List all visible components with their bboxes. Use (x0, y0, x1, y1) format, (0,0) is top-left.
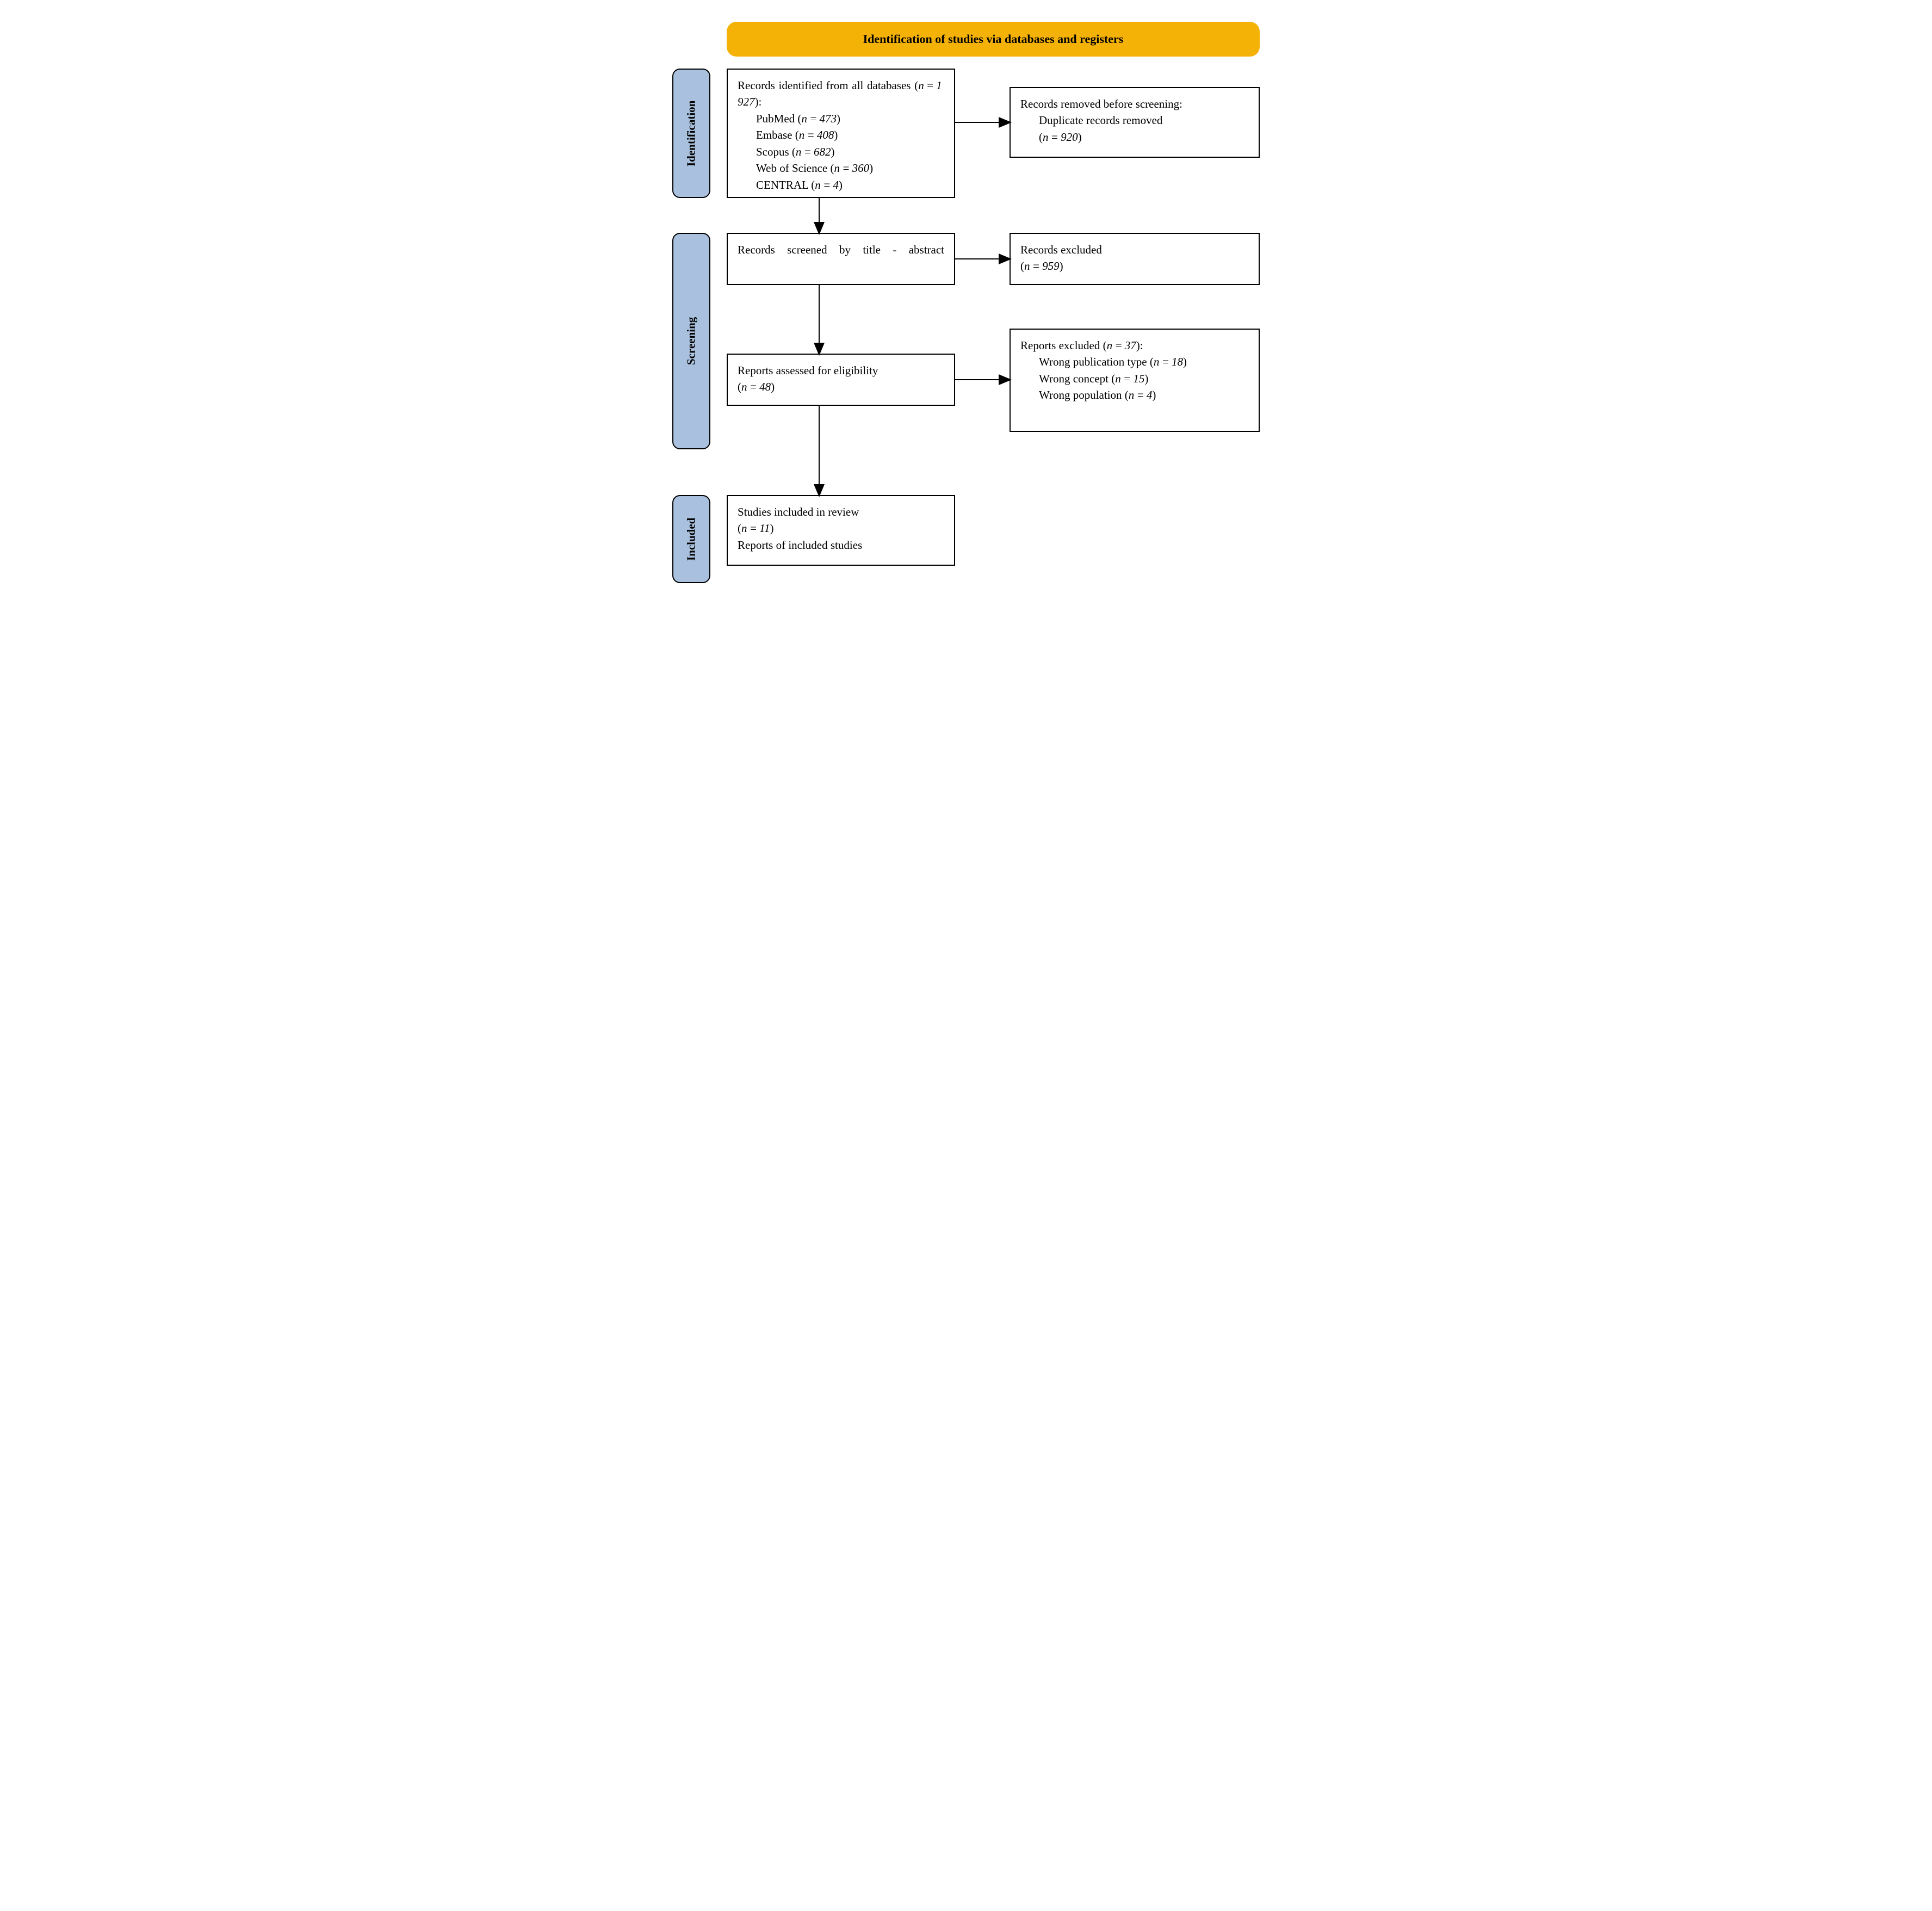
identified-title: Records identified from all databases (n… (738, 77, 944, 110)
box-records-screened: Records screened by title - abstract (727, 233, 955, 285)
prisma-flowchart: Identification of studies via databases … (667, 22, 1265, 609)
box-studies-included: Studies included in review (n = 11) Repo… (727, 495, 955, 566)
included-line1: Studies included in review (738, 504, 944, 520)
eligibility-n: (n = 48) (738, 379, 944, 395)
header-band: Identification of studies via databases … (727, 22, 1260, 57)
box-records-excluded: Records excluded (n = 959) (1010, 233, 1260, 285)
identified-source: PubMed (n = 473) (756, 110, 944, 127)
removed-line2: Duplicate records removed (1020, 112, 1249, 128)
box-reports-excluded: Reports excluded (n = 37): Wrong publica… (1010, 329, 1260, 432)
box-records-removed: Records removed before screening: Duplic… (1010, 87, 1260, 158)
stage-label-text: Included (685, 517, 698, 560)
excluded-reasons-list: Wrong publication type (n = 18)Wrong con… (1020, 354, 1249, 403)
identified-source: Embase (n = 408) (756, 127, 944, 143)
stage-identification: Identification (672, 69, 710, 198)
excluded-line1: Records excluded (1020, 242, 1249, 258)
identified-source: CENTRAL (n = 4) (756, 177, 944, 193)
stage-label-text: Screening (685, 317, 698, 365)
removed-n: (n = 920) (1020, 129, 1249, 145)
included-n: (n = 11) (738, 520, 944, 536)
header-text: Identification of studies via databases … (863, 32, 1124, 46)
excluded-reason: Wrong concept (n = 15) (1039, 370, 1249, 387)
stage-label-text: Identification (685, 100, 698, 166)
stage-included: Included (672, 495, 710, 583)
identified-sources-list: PubMed (n = 473)Embase (n = 408)Scopus (… (738, 110, 944, 193)
identified-source: Scopus (n = 682) (756, 144, 944, 160)
excluded-n: (n = 959) (1020, 258, 1249, 274)
excluded-reason: Wrong publication type (n = 18) (1039, 354, 1249, 370)
box-records-identified: Records identified from all databases (n… (727, 69, 955, 198)
included-line3: Reports of included studies (738, 537, 944, 553)
screened-text: Records screened by title - abstract (738, 242, 944, 258)
stage-screening: Screening (672, 233, 710, 449)
box-reports-assessed: Reports assessed for eligibility (n = 48… (727, 354, 955, 406)
eligibility-line1: Reports assessed for eligibility (738, 362, 944, 379)
removed-line1: Records removed before screening: (1020, 96, 1249, 112)
excluded-reason: Wrong population (n = 4) (1039, 387, 1249, 403)
identified-source: Web of Science (n = 360) (756, 160, 944, 176)
reports-excluded-title: Reports excluded (n = 37): (1020, 337, 1249, 354)
